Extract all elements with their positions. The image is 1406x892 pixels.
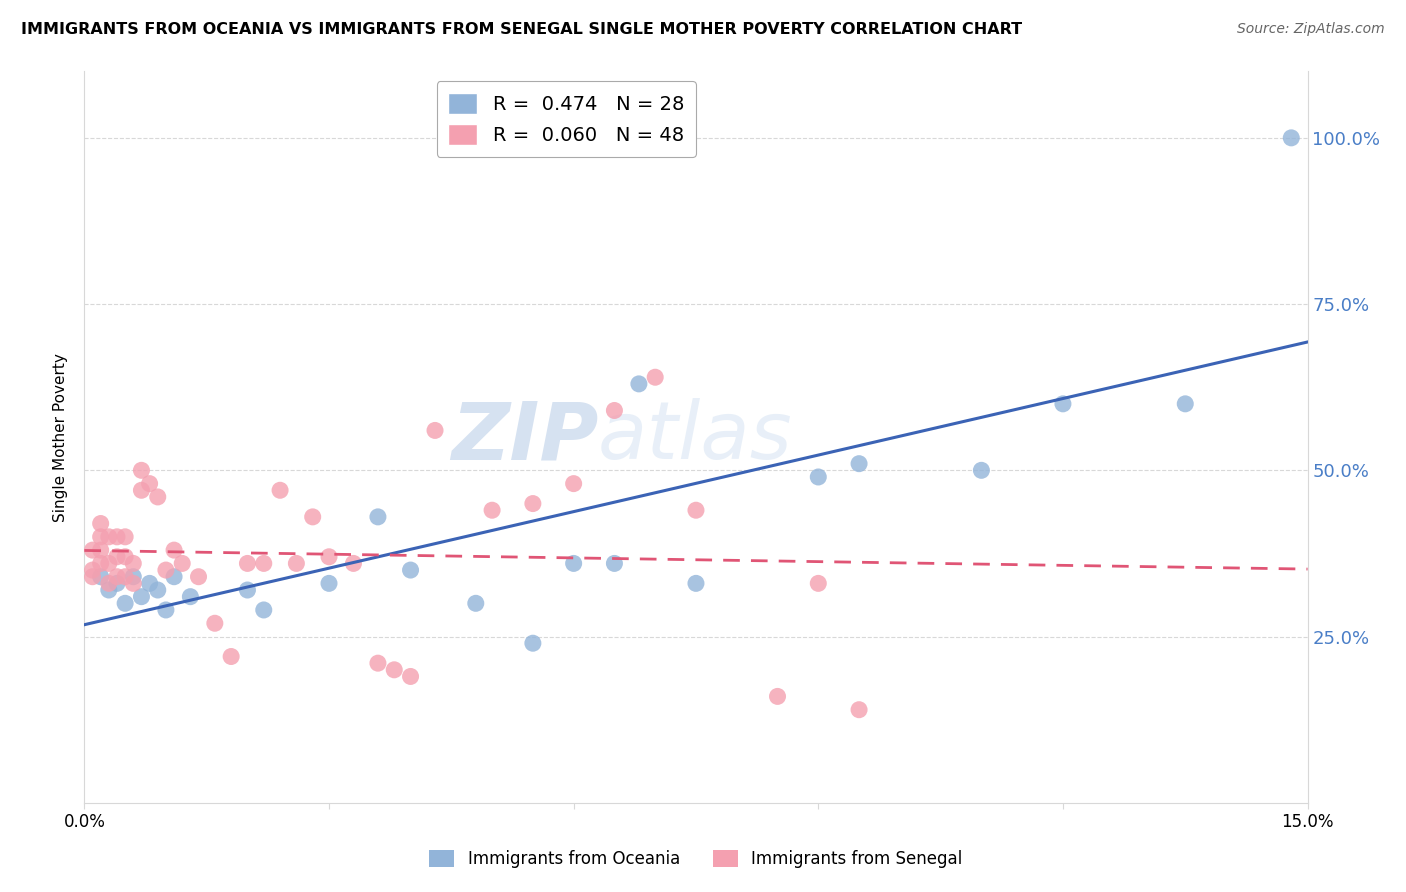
- Point: [399, 669, 422, 683]
- Point: [155, 563, 177, 577]
- Point: [644, 370, 666, 384]
- Text: Source: ZipAtlas.com: Source: ZipAtlas.com: [1237, 22, 1385, 37]
- Point: [807, 576, 830, 591]
- Point: [82, 563, 104, 577]
- Point: [90, 516, 112, 531]
- Point: [114, 530, 136, 544]
- Point: [562, 557, 585, 571]
- Point: [131, 590, 153, 604]
- Point: [301, 509, 323, 524]
- Point: [97, 582, 120, 597]
- Point: [253, 603, 276, 617]
- Point: [253, 557, 276, 571]
- Point: [464, 596, 486, 610]
- Point: [970, 463, 993, 477]
- Point: [848, 703, 870, 717]
- Point: [562, 476, 585, 491]
- Point: [105, 570, 128, 584]
- Point: [90, 543, 112, 558]
- Point: [318, 549, 340, 564]
- Point: [219, 649, 242, 664]
- Point: [114, 549, 136, 564]
- Point: [97, 530, 120, 544]
- Text: atlas: atlas: [598, 398, 793, 476]
- Point: [131, 483, 153, 498]
- Point: [138, 576, 160, 591]
- Point: [1279, 131, 1302, 145]
- Point: [146, 582, 169, 597]
- Point: [122, 576, 145, 591]
- Point: [179, 590, 201, 604]
- Point: [82, 543, 104, 558]
- Point: [342, 557, 364, 571]
- Point: [318, 576, 340, 591]
- Point: [522, 497, 544, 511]
- Point: [367, 509, 389, 524]
- Legend: Immigrants from Oceania, Immigrants from Senegal: Immigrants from Oceania, Immigrants from…: [423, 844, 969, 875]
- Text: IMMIGRANTS FROM OCEANIA VS IMMIGRANTS FROM SENEGAL SINGLE MOTHER POVERTY CORRELA: IMMIGRANTS FROM OCEANIA VS IMMIGRANTS FR…: [21, 22, 1022, 37]
- Y-axis label: Single Mother Poverty: Single Mother Poverty: [53, 352, 69, 522]
- Point: [1052, 397, 1074, 411]
- Point: [766, 690, 789, 704]
- Point: [685, 576, 707, 591]
- Point: [481, 503, 503, 517]
- Point: [1174, 397, 1197, 411]
- Text: ZIP: ZIP: [451, 398, 598, 476]
- Point: [163, 543, 186, 558]
- Point: [138, 476, 160, 491]
- Point: [105, 549, 128, 564]
- Point: [90, 530, 112, 544]
- Point: [685, 503, 707, 517]
- Point: [122, 570, 145, 584]
- Point: [97, 576, 120, 591]
- Point: [382, 663, 405, 677]
- Point: [187, 570, 209, 584]
- Point: [236, 582, 259, 597]
- Point: [114, 596, 136, 610]
- Point: [269, 483, 291, 498]
- Point: [848, 457, 870, 471]
- Point: [423, 424, 446, 438]
- Point: [807, 470, 830, 484]
- Point: [105, 530, 128, 544]
- Point: [90, 570, 112, 584]
- Point: [122, 557, 145, 571]
- Point: [603, 403, 626, 417]
- Point: [522, 636, 544, 650]
- Point: [155, 603, 177, 617]
- Point: [105, 576, 128, 591]
- Point: [114, 570, 136, 584]
- Point: [172, 557, 194, 571]
- Point: [82, 570, 104, 584]
- Point: [204, 616, 226, 631]
- Point: [603, 557, 626, 571]
- Point: [285, 557, 308, 571]
- Point: [90, 557, 112, 571]
- Point: [367, 656, 389, 670]
- Point: [131, 463, 153, 477]
- Point: [399, 563, 422, 577]
- Point: [97, 557, 120, 571]
- Point: [163, 570, 186, 584]
- Point: [146, 490, 169, 504]
- Point: [627, 376, 650, 391]
- Point: [236, 557, 259, 571]
